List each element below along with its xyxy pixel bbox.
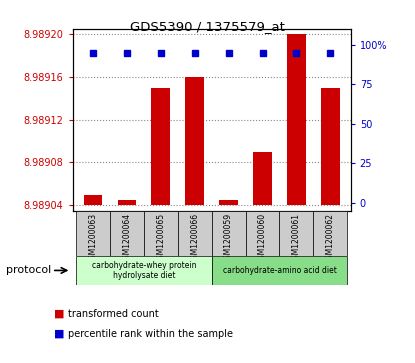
Bar: [246, 211, 279, 256]
Text: ■: ■: [54, 309, 64, 319]
Bar: [279, 211, 313, 256]
Text: GDS5390 / 1375579_at: GDS5390 / 1375579_at: [130, 20, 285, 33]
Text: GSM1200063: GSM1200063: [88, 213, 98, 264]
Bar: [76, 256, 212, 285]
Text: GSM1200065: GSM1200065: [156, 213, 165, 264]
Bar: [212, 256, 347, 285]
Text: transformed count: transformed count: [68, 309, 159, 319]
Bar: [219, 200, 238, 205]
Text: percentile rank within the sample: percentile rank within the sample: [68, 329, 234, 339]
Bar: [76, 211, 110, 256]
Bar: [321, 88, 339, 205]
Text: carbohydrate-amino acid diet: carbohydrate-amino acid diet: [222, 266, 337, 275]
Bar: [287, 34, 306, 205]
Text: GSM1200064: GSM1200064: [122, 213, 132, 264]
Text: GSM1200061: GSM1200061: [292, 213, 301, 264]
Text: carbohydrate-whey protein
hydrolysate diet: carbohydrate-whey protein hydrolysate di…: [92, 261, 196, 280]
Bar: [117, 200, 136, 205]
Bar: [84, 195, 102, 205]
Text: GSM1200059: GSM1200059: [224, 213, 233, 264]
Bar: [110, 211, 144, 256]
Text: GSM1200060: GSM1200060: [258, 213, 267, 264]
Text: GSM1200062: GSM1200062: [326, 213, 335, 264]
Bar: [178, 211, 212, 256]
Bar: [313, 211, 347, 256]
Bar: [186, 77, 204, 205]
Bar: [151, 88, 170, 205]
Bar: [212, 211, 246, 256]
Text: protocol: protocol: [6, 265, 51, 276]
Text: ■: ■: [54, 329, 64, 339]
Text: GSM1200066: GSM1200066: [190, 213, 199, 264]
Bar: [144, 211, 178, 256]
Bar: [253, 152, 272, 205]
